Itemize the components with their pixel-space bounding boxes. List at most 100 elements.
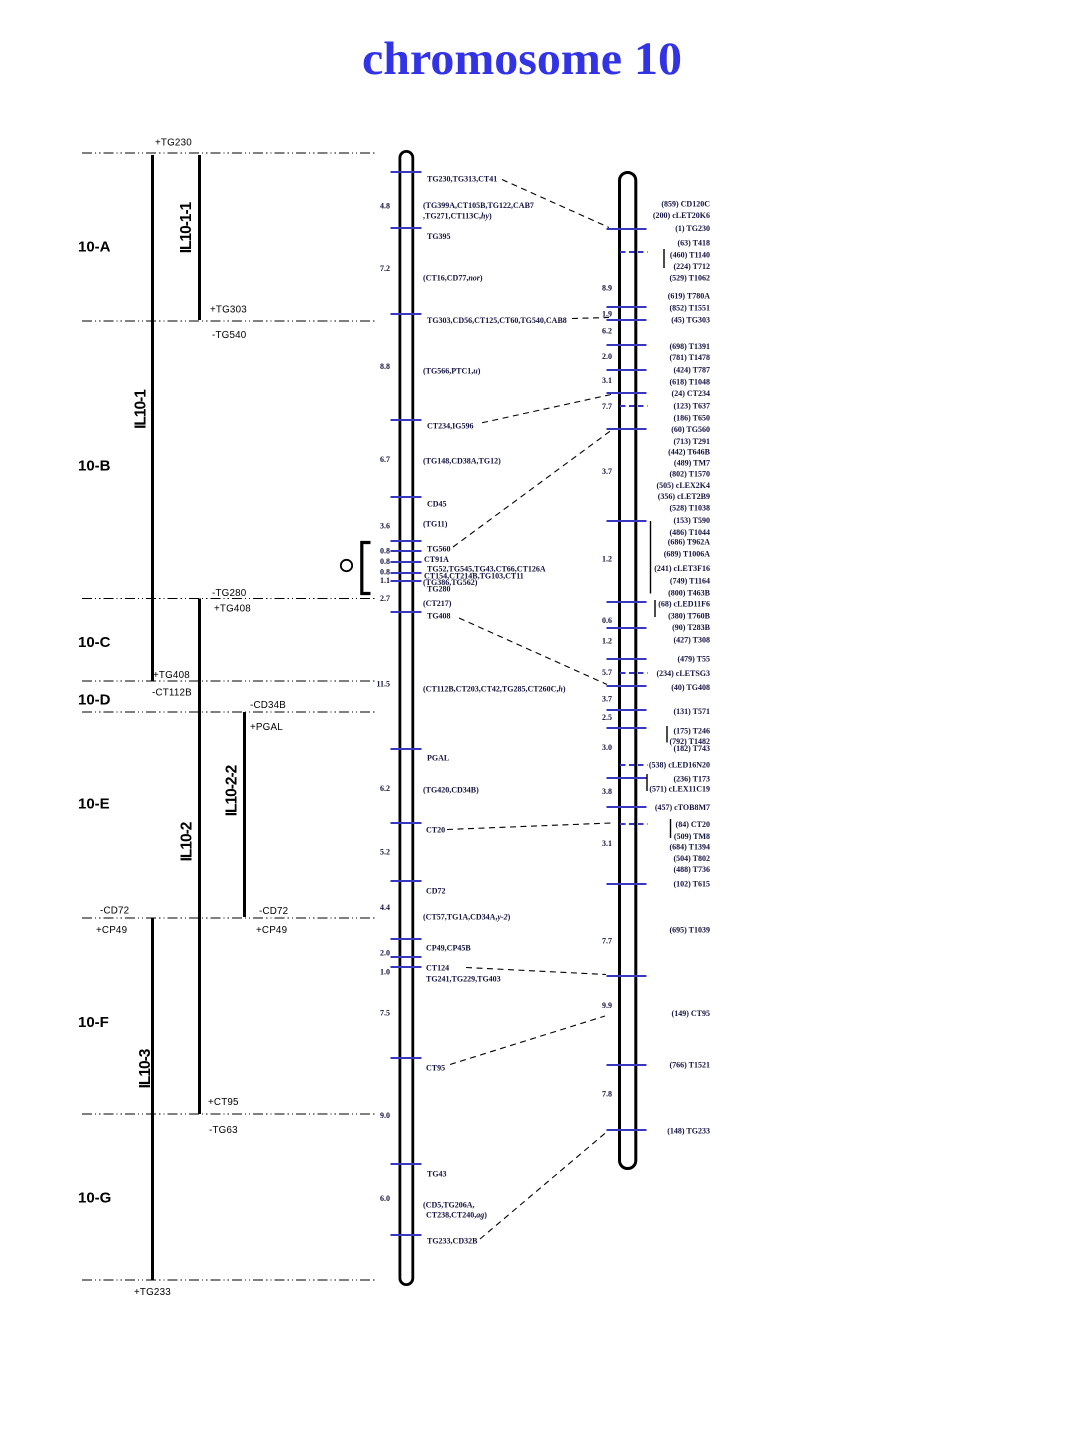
svg-text:(460) T1140: (460) T1140 [670, 251, 710, 260]
svg-text:(488) T736: (488) T736 [673, 865, 710, 874]
svg-text:(479) T55: (479) T55 [677, 655, 710, 664]
svg-text:-TG280: -TG280 [212, 588, 247, 599]
svg-text:TG233,CD32B: TG233,CD32B [427, 1237, 478, 1246]
svg-text:+PGAL: +PGAL [250, 722, 283, 733]
svg-text:CT238,CT240,ag): CT238,CT240,ag) [426, 1211, 487, 1220]
svg-text:TG280: TG280 [427, 585, 451, 594]
svg-text:1.9: 1.9 [602, 310, 612, 319]
svg-text:0.8: 0.8 [380, 547, 390, 556]
svg-text:0.8: 0.8 [380, 568, 390, 577]
svg-text:4.4: 4.4 [380, 903, 390, 912]
svg-text:TG43: TG43 [427, 1170, 447, 1179]
svg-text:+CT95: +CT95 [208, 1097, 239, 1108]
svg-text:1.1: 1.1 [380, 576, 390, 585]
svg-text:(131) T571: (131) T571 [673, 707, 710, 716]
svg-text:1.2: 1.2 [602, 555, 612, 564]
svg-text:(153) T590: (153) T590 [673, 516, 710, 525]
svg-text:TG395: TG395 [427, 232, 451, 241]
svg-text:2.5: 2.5 [602, 713, 612, 722]
svg-text:(TG399A,CT105B,TG122,CAB7: (TG399A,CT105B,TG122,CAB7 [423, 201, 534, 210]
svg-text:(182) T743: (182) T743 [673, 744, 710, 753]
svg-text:(24) CT234: (24) CT234 [672, 389, 710, 398]
svg-text:3.1: 3.1 [602, 376, 612, 385]
svg-text:(63) T418: (63) T418 [677, 239, 710, 248]
svg-text:(102) T615: (102) T615 [673, 880, 710, 889]
svg-text:9.0: 9.0 [380, 1111, 390, 1120]
svg-text:(CT112B,CT203,CT42,TG285,CT260: (CT112B,CT203,CT42,TG285,CT260C,h) [423, 685, 566, 694]
svg-text:-CT112B: -CT112B [152, 688, 192, 699]
svg-text:(380) T760B: (380) T760B [668, 612, 711, 621]
svg-text:4.8: 4.8 [380, 202, 390, 211]
svg-text:10-G: 10-G [78, 1190, 111, 1207]
svg-text:(TG386,TG562): (TG386,TG562) [423, 578, 478, 587]
svg-text:(766) T1521: (766) T1521 [669, 1061, 710, 1070]
svg-text:3.6: 3.6 [380, 522, 390, 531]
svg-text:(695) T1039: (695) T1039 [669, 926, 710, 935]
svg-text:(684) T1394: (684) T1394 [669, 843, 710, 852]
svg-text:3.7: 3.7 [602, 467, 612, 476]
svg-text:10-C: 10-C [78, 634, 111, 651]
svg-text:+TG303: +TG303 [210, 305, 247, 316]
svg-text:7.7: 7.7 [602, 937, 612, 946]
svg-text:(781) T1478: (781) T1478 [669, 353, 710, 362]
svg-text:8.9: 8.9 [602, 284, 612, 293]
svg-text:(175) T246: (175) T246 [673, 727, 710, 736]
svg-text:(538) cLED16N20: (538) cLED16N20 [649, 761, 710, 770]
svg-text:+TG408: +TG408 [153, 670, 190, 681]
svg-text:TG303,CD56,CT125,CT60,TG540,CA: TG303,CD56,CT125,CT60,TG540,CAB8 [427, 316, 567, 325]
svg-text:CT95: CT95 [426, 1064, 445, 1073]
svg-text:(40) TG408: (40) TG408 [671, 683, 710, 692]
svg-text:-TG63: -TG63 [209, 1125, 238, 1136]
svg-text:CP49,CP45B: CP49,CP45B [426, 944, 471, 953]
svg-text:(200) cLET20K6: (200) cLET20K6 [653, 211, 710, 220]
svg-text:6.7: 6.7 [380, 455, 390, 464]
svg-text:(800) T463B: (800) T463B [668, 589, 711, 598]
svg-text:(186) T650: (186) T650 [673, 414, 710, 423]
svg-text:TG230,TG313,CT41: TG230,TG313,CT41 [427, 175, 497, 184]
svg-text:+CP49: +CP49 [96, 925, 127, 936]
svg-text:(505) cLEX2K4: (505) cLEX2K4 [656, 481, 710, 490]
svg-text:(457) cTOB8M7: (457) cTOB8M7 [655, 803, 710, 812]
svg-text:(689) T1006A: (689) T1006A [664, 550, 711, 559]
svg-text:chromosome 10: chromosome 10 [362, 33, 682, 85]
svg-text:2.0: 2.0 [602, 352, 612, 361]
svg-text:(90) T283B: (90) T283B [672, 623, 711, 632]
svg-text:PGAL: PGAL [427, 754, 449, 763]
svg-text:(427) T308: (427) T308 [673, 636, 710, 645]
svg-text:7.8: 7.8 [602, 1090, 612, 1099]
svg-text:6.0: 6.0 [380, 1194, 390, 1203]
svg-text:3.0: 3.0 [602, 743, 612, 752]
svg-text:3.7: 3.7 [602, 695, 612, 704]
svg-text:10-B: 10-B [78, 458, 111, 475]
svg-text:(236) T173: (236) T173 [673, 775, 710, 784]
svg-text:7.2: 7.2 [380, 264, 390, 273]
svg-text:(859) CD120C: (859) CD120C [661, 200, 710, 209]
svg-text:(713) T291: (713) T291 [673, 437, 710, 446]
svg-text:10-F: 10-F [78, 1014, 109, 1031]
svg-text:(529) T1062: (529) T1062 [669, 274, 710, 283]
svg-text:+TG230: +TG230 [155, 138, 192, 149]
svg-text:TG408: TG408 [427, 612, 451, 621]
svg-text:0.6: 0.6 [602, 616, 612, 625]
svg-text:9.9: 9.9 [602, 1001, 612, 1010]
svg-text:(241) cLET3F16: (241) cLET3F16 [654, 564, 710, 573]
svg-text:(528) T1038: (528) T1038 [669, 504, 710, 513]
svg-text:6.2: 6.2 [380, 784, 390, 793]
svg-text:+CP49: +CP49 [256, 925, 287, 936]
svg-text:(45) TG303: (45) TG303 [671, 316, 710, 325]
svg-text:(489) TM7: (489) TM7 [674, 459, 710, 468]
svg-text:(356) cLET2B9: (356) cLET2B9 [658, 492, 710, 501]
svg-text:+TG408: +TG408 [214, 604, 251, 615]
svg-text:3.8: 3.8 [602, 787, 612, 796]
svg-text:TG560: TG560 [427, 545, 451, 554]
svg-text:CT91A: CT91A [424, 555, 449, 564]
svg-text:CT124: CT124 [426, 964, 449, 973]
svg-text:(792) T1482: (792) T1482 [669, 737, 710, 746]
svg-text:3.1: 3.1 [602, 839, 612, 848]
svg-text:(84) CT20: (84) CT20 [676, 820, 710, 829]
svg-text:(CT217): (CT217) [423, 599, 452, 608]
svg-text:11.5: 11.5 [376, 680, 390, 689]
svg-text:(234) cLETSG3: (234) cLETSG3 [656, 669, 710, 678]
svg-text:(TG566,PTC1,u): (TG566,PTC1,u) [423, 367, 481, 376]
svg-text:IL10-3: IL10-3 [137, 1048, 154, 1088]
